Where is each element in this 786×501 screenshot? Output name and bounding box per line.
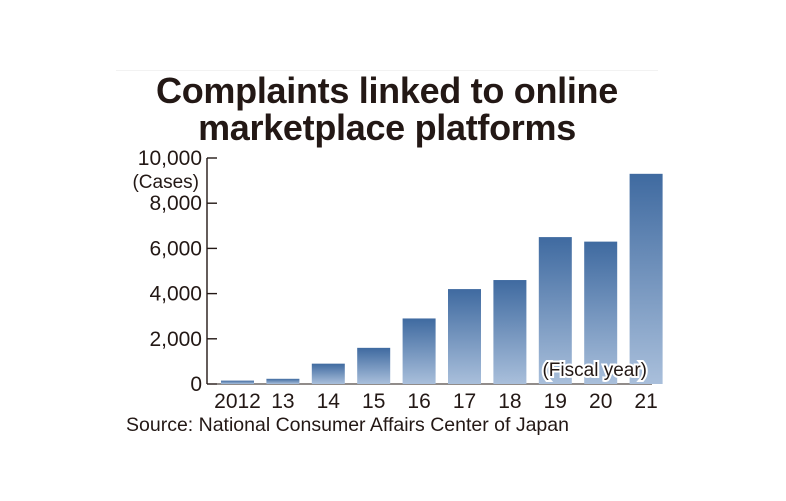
bar-13	[266, 378, 300, 384]
bar-18	[493, 280, 527, 384]
y-axis: 0 2,000 4,000 6,000 8,000 10,000(Cases)	[132, 147, 652, 396]
x-tick-label: 20	[589, 390, 612, 413]
bars	[221, 173, 663, 384]
y-tick-label: 10,000	[138, 147, 202, 170]
bar-21	[629, 173, 663, 384]
x-tick-label: 19	[544, 390, 567, 413]
y-tick-label: 8,000	[149, 192, 202, 215]
y-axis-unit-label: (Cases)	[132, 172, 199, 193]
chart-title: Complaints linked to online marketplace …	[116, 72, 658, 146]
x-tick-label: 18	[498, 390, 521, 413]
bar-15	[357, 347, 391, 384]
y-tick-label: 6,000	[149, 237, 202, 260]
x-tick-label: 15	[362, 390, 385, 413]
bar-2012	[221, 380, 254, 384]
x-tick-label: 21	[634, 390, 657, 413]
bar-20	[584, 241, 618, 384]
x-axis-unit-label: (Fiscal year)	[542, 360, 647, 381]
source-note: Source: National Consumer Affairs Center…	[126, 414, 569, 436]
x-tick-label: 17	[453, 390, 476, 413]
chart-title-line-2: marketplace platforms	[198, 107, 576, 148]
bar-16	[402, 318, 436, 384]
y-tick-label: 0	[190, 373, 202, 396]
bar-19	[538, 237, 572, 384]
chart-title-line-1: Complaints linked to online	[156, 70, 618, 111]
y-tick-label: 2,000	[149, 328, 202, 351]
x-tick-label: 16	[407, 390, 430, 413]
y-tick-label: 4,000	[149, 283, 202, 306]
x-tick-label: 2012	[214, 390, 261, 413]
x-tick-label: 13	[271, 390, 294, 413]
bar-17	[448, 289, 481, 384]
bar-14	[311, 363, 345, 384]
x-tick-label: 14	[317, 390, 341, 413]
x-axis-labels: 2012 13 14 15 16 17 18 19 20 21 (Fiscal year)	[214, 358, 658, 413]
